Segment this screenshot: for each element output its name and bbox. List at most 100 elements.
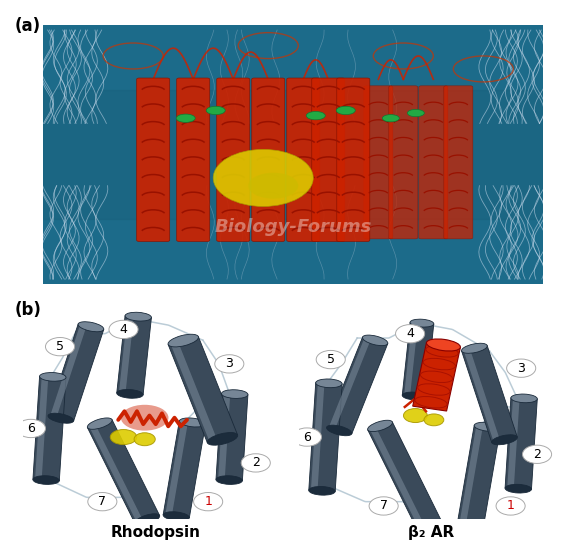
Text: 4: 4 [120,323,128,336]
Ellipse shape [474,422,500,431]
Ellipse shape [402,392,426,400]
FancyBboxPatch shape [368,422,442,530]
Ellipse shape [306,112,325,120]
Text: 4: 4 [406,327,414,340]
Ellipse shape [369,497,398,515]
FancyBboxPatch shape [218,394,230,480]
Bar [43,90,543,220]
Text: 3: 3 [518,362,525,375]
Ellipse shape [292,428,321,446]
FancyBboxPatch shape [287,78,320,241]
Ellipse shape [121,405,168,431]
FancyBboxPatch shape [165,421,188,516]
FancyBboxPatch shape [177,78,210,241]
Ellipse shape [206,107,225,115]
Ellipse shape [424,414,444,426]
Ellipse shape [213,150,313,206]
FancyBboxPatch shape [311,383,324,491]
Ellipse shape [427,339,461,351]
FancyBboxPatch shape [87,420,159,523]
FancyBboxPatch shape [507,398,520,489]
Ellipse shape [511,394,537,403]
FancyBboxPatch shape [117,316,151,395]
Ellipse shape [457,521,484,529]
FancyBboxPatch shape [217,78,250,241]
Ellipse shape [505,484,531,493]
FancyBboxPatch shape [90,425,143,523]
Ellipse shape [16,420,45,438]
Ellipse shape [242,454,270,472]
FancyBboxPatch shape [462,346,518,443]
Ellipse shape [194,492,223,511]
FancyBboxPatch shape [50,325,87,417]
Text: 7: 7 [98,495,106,508]
FancyBboxPatch shape [137,78,170,241]
Ellipse shape [176,114,195,123]
FancyBboxPatch shape [48,324,104,421]
Ellipse shape [33,476,59,485]
FancyBboxPatch shape [35,376,48,480]
Ellipse shape [417,520,442,532]
Text: 2: 2 [252,457,260,469]
FancyBboxPatch shape [444,86,473,239]
Ellipse shape [496,497,525,515]
FancyBboxPatch shape [370,427,426,529]
FancyBboxPatch shape [252,78,285,241]
Ellipse shape [507,359,536,378]
Ellipse shape [221,390,248,399]
FancyBboxPatch shape [364,86,393,239]
Ellipse shape [316,379,342,388]
Ellipse shape [48,413,74,423]
FancyBboxPatch shape [168,337,237,443]
Ellipse shape [216,476,243,485]
Ellipse shape [316,351,345,369]
Text: 3: 3 [225,357,233,370]
Text: 6: 6 [27,422,35,435]
Ellipse shape [40,373,66,381]
FancyBboxPatch shape [33,376,66,481]
Ellipse shape [367,420,393,432]
FancyBboxPatch shape [457,425,500,527]
FancyBboxPatch shape [459,426,483,524]
Ellipse shape [109,320,138,338]
FancyBboxPatch shape [327,337,388,434]
Text: (a): (a) [14,17,40,35]
Ellipse shape [117,390,143,398]
Ellipse shape [87,418,112,429]
FancyBboxPatch shape [312,78,345,241]
Ellipse shape [492,435,518,445]
Ellipse shape [336,107,355,115]
Ellipse shape [404,408,427,422]
Text: 2: 2 [533,448,541,461]
Ellipse shape [168,335,198,347]
FancyBboxPatch shape [171,342,217,442]
Ellipse shape [78,322,104,332]
Ellipse shape [396,325,424,343]
FancyBboxPatch shape [329,338,371,429]
Ellipse shape [215,355,244,373]
Text: 1: 1 [204,495,212,508]
Ellipse shape [327,425,352,436]
FancyBboxPatch shape [216,394,248,481]
FancyBboxPatch shape [163,421,205,518]
Ellipse shape [88,492,117,511]
Ellipse shape [462,343,487,353]
Ellipse shape [163,512,189,521]
FancyBboxPatch shape [119,316,134,394]
Text: Rhodopsin: Rhodopsin [110,526,200,540]
Text: 7: 7 [380,500,388,512]
Text: 1: 1 [507,500,515,512]
Ellipse shape [382,115,399,122]
FancyBboxPatch shape [419,86,448,239]
Text: 6: 6 [303,431,311,444]
Text: β₂ AR: β₂ AR [408,526,454,540]
Text: (b): (b) [14,301,41,319]
FancyBboxPatch shape [309,383,342,491]
FancyBboxPatch shape [505,398,537,489]
Ellipse shape [207,433,237,445]
Text: 5: 5 [56,340,64,353]
Ellipse shape [309,486,335,495]
Ellipse shape [134,433,155,445]
FancyBboxPatch shape [413,343,461,411]
Ellipse shape [135,514,160,525]
